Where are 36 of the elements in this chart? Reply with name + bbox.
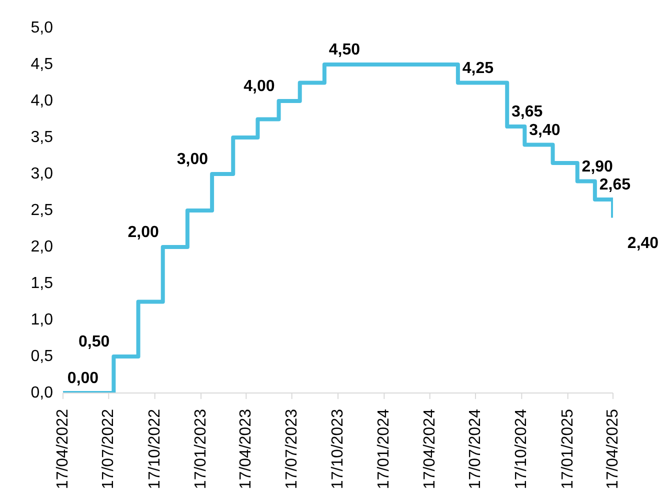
x-tick-label: 17/10/2022 [146,408,164,490]
x-tick-label: 17/04/2025 [604,408,622,490]
y-tick-label: 3,5 [30,129,54,146]
data-label: 4,00 [244,78,275,95]
y-tick-label: 1,5 [30,275,54,292]
x-tick-label: 17/01/2023 [192,408,210,490]
y-tick-label: 2,0 [30,238,54,256]
y-tick-label: 0,5 [30,348,54,365]
x-tick-label: 17/07/2022 [100,408,118,490]
y-tick-label: 3,0 [30,166,54,182]
data-label: 3,00 [176,151,208,168]
data-label: 4,50 [328,42,360,58]
data-label: 2,40 [627,234,659,252]
y-tick-label: 4,5 [30,56,54,73]
x-tick-label: 17/04/2023 [238,408,255,490]
data-label: 2,90 [582,158,614,176]
y-tick-label: 1,0 [30,312,54,328]
data-label: 0,00 [67,370,99,387]
x-tick-label: 17/07/2024 [467,408,484,490]
x-tick-label: 17/04/2024 [421,408,438,490]
data-label: 2,00 [128,224,159,241]
data-label: 2,65 [599,176,631,194]
y-tick-label: 0,0 [30,384,54,402]
x-tick-label: 17/10/2024 [513,408,530,490]
x-tick-label: 17/04/2022 [54,408,72,490]
data-label: 3,40 [529,122,560,139]
y-tick-label: 5,0 [30,20,54,36]
x-tick-label: 17/01/2025 [559,408,576,490]
data-label: 3,65 [512,104,543,121]
y-tick-label: 4,0 [30,92,54,110]
data-label: 4,25 [462,60,494,77]
y-tick-label: 2,5 [30,202,54,219]
data-label: 0,50 [78,334,110,350]
x-tick-label: 17/10/2023 [330,408,346,490]
x-tick-label: 17/07/2023 [283,408,300,490]
x-tick-label: 17/01/2024 [376,408,393,490]
